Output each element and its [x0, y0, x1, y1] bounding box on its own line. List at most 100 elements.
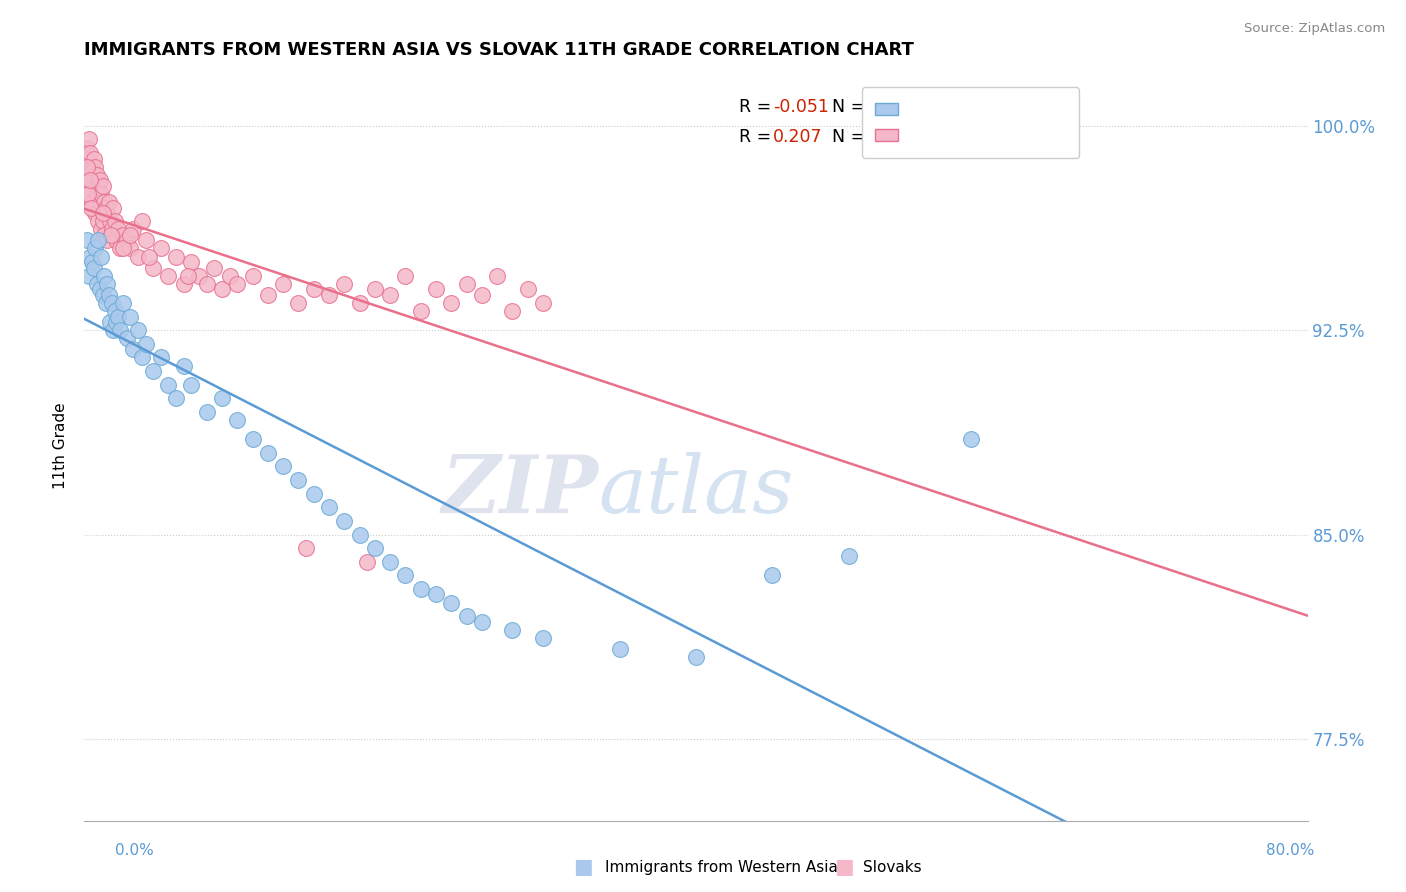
Point [502, 623, 524, 637]
Point [80, 160, 103, 174]
Point [77, 268, 100, 283]
Point [115, 233, 138, 247]
Text: ■: ■ [574, 857, 593, 877]
Point [86, 277, 108, 291]
Text: R =: R = [738, 128, 776, 145]
Point [76, 233, 98, 247]
Text: -0.051: -0.051 [773, 97, 830, 116]
Point [120, 242, 142, 256]
Point [364, 541, 387, 556]
Point [105, 233, 128, 247]
Point [177, 268, 200, 283]
Text: R =: R = [738, 97, 776, 116]
Point [165, 392, 187, 406]
Point [91, 287, 114, 301]
Point [96, 233, 118, 247]
Point [79, 173, 101, 187]
Text: 89: 89 [865, 128, 887, 145]
Point [440, 596, 463, 610]
Legend:                               ,                               : , [862, 87, 1078, 158]
Point [349, 527, 371, 541]
Point [333, 277, 356, 291]
Point [502, 304, 524, 318]
Point [111, 242, 134, 256]
Point [440, 296, 463, 310]
Point [77, 168, 100, 182]
Point [107, 222, 129, 236]
Point [100, 227, 122, 242]
Point [242, 268, 264, 283]
Point [138, 250, 160, 264]
Text: Source: ZipAtlas.com: Source: ZipAtlas.com [1244, 22, 1385, 36]
Point [364, 282, 387, 296]
Point [93, 206, 115, 220]
Point [87, 178, 110, 193]
Point [135, 336, 157, 351]
Point [960, 432, 983, 446]
Point [93, 268, 115, 283]
Point [80, 255, 103, 269]
Point [87, 233, 110, 247]
Point [409, 304, 432, 318]
Point [108, 323, 131, 337]
Point [107, 310, 129, 324]
Point [394, 268, 416, 283]
Point [84, 160, 107, 174]
Point [97, 195, 120, 210]
Point [89, 195, 111, 210]
Point [75, 141, 97, 155]
Point [127, 323, 149, 337]
Point [131, 214, 153, 228]
Point [120, 227, 142, 242]
Text: 0.0%: 0.0% [115, 843, 155, 858]
Text: Immigrants from Western Asia: Immigrants from Western Asia [605, 860, 838, 874]
Point [91, 178, 114, 193]
Point [516, 282, 538, 296]
Point [90, 222, 112, 236]
Point [180, 377, 202, 392]
Text: 0.207: 0.207 [773, 128, 823, 145]
Point [131, 351, 153, 365]
Point [87, 214, 110, 228]
Point [80, 201, 103, 215]
Point [211, 392, 233, 406]
Point [838, 549, 860, 564]
Point [202, 260, 225, 275]
Point [173, 277, 195, 291]
Point [226, 277, 249, 291]
Point [287, 473, 309, 487]
Text: N =: N = [821, 128, 870, 145]
Point [76, 152, 98, 166]
Point [79, 146, 101, 161]
Point [94, 201, 117, 215]
Text: N =: N = [821, 97, 870, 116]
Point [76, 160, 98, 174]
Point [94, 296, 117, 310]
Point [104, 304, 127, 318]
Point [127, 250, 149, 264]
Text: ZIP: ZIP [441, 452, 598, 530]
Point [135, 233, 157, 247]
Point [356, 555, 378, 569]
Point [83, 201, 105, 215]
Point [257, 446, 280, 460]
Point [90, 250, 112, 264]
Point [93, 227, 115, 242]
Text: 61: 61 [865, 97, 887, 116]
Point [318, 500, 340, 515]
Point [242, 432, 264, 446]
Point [380, 555, 402, 569]
Point [349, 296, 371, 310]
Point [761, 568, 783, 582]
Point [122, 343, 145, 357]
Point [257, 287, 280, 301]
Point [471, 287, 494, 301]
Point [103, 201, 125, 215]
Point [84, 206, 107, 220]
Point [295, 541, 318, 556]
Point [456, 277, 478, 291]
Point [79, 186, 101, 201]
Point [149, 242, 172, 256]
Point [105, 315, 128, 329]
Point [318, 287, 340, 301]
